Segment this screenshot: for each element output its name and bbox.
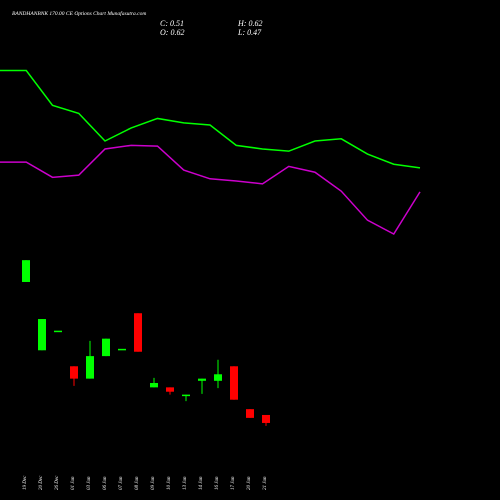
x-tick-label: 07 Jan xyxy=(119,476,124,490)
candle-body xyxy=(246,409,254,418)
candle-body xyxy=(198,378,206,381)
x-tick-label: 17 Jan xyxy=(231,476,236,490)
x-tick-label: 09 Jan xyxy=(151,476,156,490)
candle-body xyxy=(262,414,270,423)
candle-body xyxy=(102,338,110,357)
x-tick-label: 06 Jan xyxy=(103,476,108,490)
candle-body xyxy=(214,374,222,381)
x-tick-label: 20 Jan xyxy=(247,476,252,490)
close-label: C: 0.51 xyxy=(160,19,184,28)
line-series xyxy=(0,69,421,169)
candle-body xyxy=(22,260,30,282)
candle-body xyxy=(166,387,174,392)
candle-body xyxy=(134,313,142,352)
open-label: O: 0.62 xyxy=(160,28,184,37)
line-series xyxy=(0,144,421,236)
x-tick-label: 20 Dec xyxy=(39,475,44,490)
x-tick-label: 08 Jan xyxy=(135,476,140,490)
candle-body xyxy=(150,382,158,388)
candle-body xyxy=(230,366,238,400)
x-tick-label: 16 Jan xyxy=(215,476,220,490)
candle-body xyxy=(54,330,62,333)
candle-body xyxy=(70,366,78,379)
x-tick-label: 13 Jan xyxy=(183,476,188,490)
candle-body xyxy=(38,319,46,351)
x-tick-label: 01 Jan xyxy=(71,476,76,490)
x-tick-label: 26 Dec xyxy=(55,475,60,490)
candle-body xyxy=(182,394,190,397)
low-label: L: 0.47 xyxy=(237,28,262,37)
chart-title: BANDHANBNK 170.00 CE Options Chart Munaf… xyxy=(12,10,146,17)
x-tick-label: 03 Jan xyxy=(87,476,92,490)
candle-body xyxy=(86,356,94,379)
high-label: H: 0.62 xyxy=(237,19,262,28)
candle-body xyxy=(118,348,126,351)
x-tick-label: 10 Jan xyxy=(167,476,172,490)
x-tick-label: 14 Jan xyxy=(199,476,204,490)
x-tick-label: 19 Dec xyxy=(23,475,28,490)
x-tick-label: 21 Jan xyxy=(263,476,268,490)
